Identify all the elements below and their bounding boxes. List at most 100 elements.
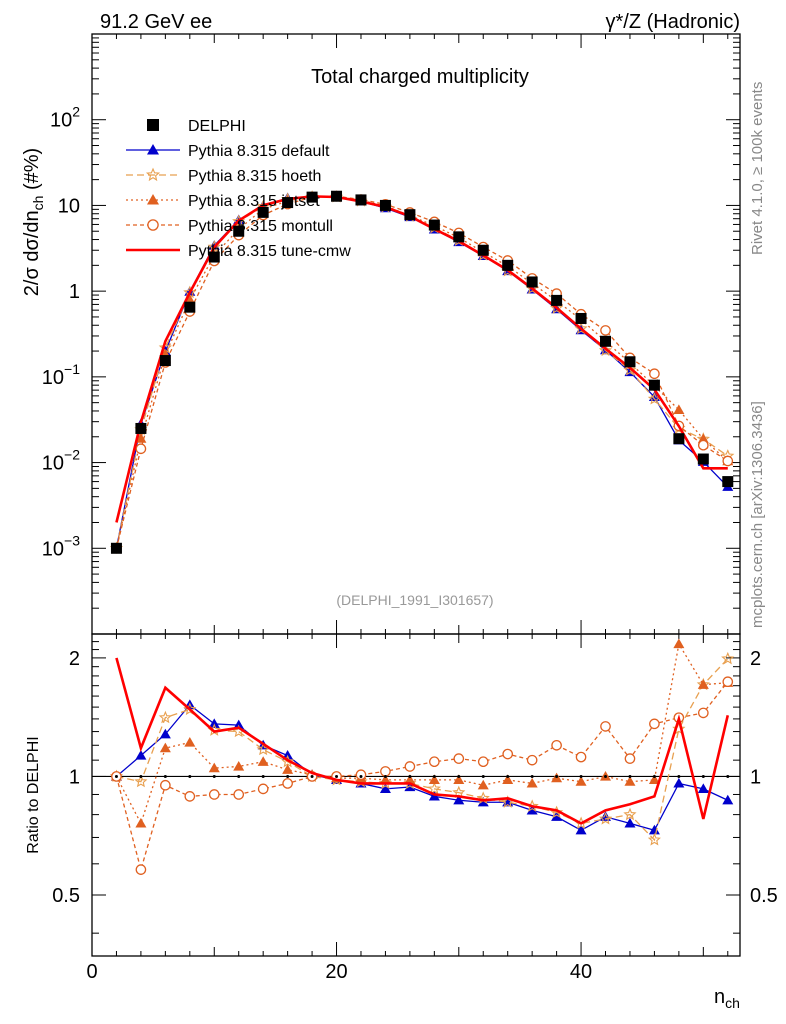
series-point-ratio bbox=[282, 764, 294, 774]
series-point-ratio bbox=[575, 776, 587, 786]
series-point-ratio bbox=[673, 777, 685, 788]
series-point-ratio bbox=[649, 718, 660, 730]
data-point bbox=[575, 312, 587, 324]
series-point-main bbox=[550, 301, 564, 314]
data-ratio-point bbox=[701, 774, 705, 778]
series-point-ratio bbox=[697, 679, 709, 689]
data-point bbox=[428, 219, 440, 231]
series-point-main bbox=[598, 343, 613, 357]
legend-marker bbox=[145, 167, 161, 182]
data-point bbox=[306, 191, 318, 203]
series-point-main bbox=[623, 363, 637, 376]
data-ratio-point bbox=[139, 774, 143, 778]
data-point bbox=[477, 244, 489, 256]
ratio-panel-frame bbox=[91, 633, 741, 957]
series-point-ratio bbox=[551, 739, 562, 751]
data-ratio-point bbox=[677, 774, 681, 778]
y-tick-label-base: 10 bbox=[42, 538, 64, 560]
series-point-ratio bbox=[379, 774, 391, 785]
y-tick-label-base: 10 bbox=[58, 195, 80, 217]
series-point-main bbox=[135, 433, 147, 443]
y-tick-label-exp: −1 bbox=[64, 361, 80, 377]
ratio-axis-label: Ratio to DELPHI bbox=[25, 736, 42, 853]
data-point bbox=[648, 379, 660, 391]
series-point-ratio bbox=[453, 774, 465, 785]
data-ratio-point bbox=[335, 774, 339, 778]
legend-label: Pythia 8.315 jetset bbox=[188, 193, 320, 210]
y-tick-label: 1 bbox=[69, 281, 80, 303]
series-point-ratio bbox=[160, 779, 171, 791]
series-point-ratio bbox=[208, 718, 220, 728]
series-point-ratio bbox=[722, 794, 734, 805]
data-ratio-point bbox=[628, 774, 632, 778]
rivet-label: Rivet 4.1.0, ≥ 100k events bbox=[749, 82, 766, 255]
series-line-ratio bbox=[115, 657, 730, 825]
ratio-tick-label: 0.5 bbox=[52, 885, 80, 907]
series-point-ratio bbox=[672, 722, 686, 735]
data-point bbox=[379, 199, 391, 211]
series-point-ratio bbox=[624, 753, 636, 764]
y-axis-label-sub: ch bbox=[30, 196, 46, 211]
data-ratio-point bbox=[506, 774, 510, 778]
ratio-tick-label: 2 bbox=[69, 648, 80, 670]
x-tick-label: 20 bbox=[325, 961, 347, 983]
series-point-ratio bbox=[355, 769, 367, 781]
series-point-main bbox=[697, 439, 709, 451]
ratio-tick-label-right: 1 bbox=[750, 766, 761, 788]
y-tick-label: 102 bbox=[50, 104, 80, 132]
series-point-ratio bbox=[184, 736, 196, 747]
series-point-ratio bbox=[624, 776, 636, 786]
series-point-main bbox=[184, 294, 196, 304]
data-ratio-point bbox=[579, 774, 583, 778]
series-point-ratio bbox=[526, 777, 538, 788]
data-point bbox=[502, 259, 514, 271]
series-point-main bbox=[600, 325, 611, 336]
series-point-ratio bbox=[404, 761, 416, 772]
series-4 bbox=[115, 195, 730, 825]
data-ratio-point bbox=[555, 774, 559, 778]
legend-marker bbox=[147, 119, 159, 131]
y-tick-label-exp: 2 bbox=[72, 104, 80, 120]
data-ratio-point bbox=[604, 774, 608, 778]
series-point-ratio bbox=[502, 774, 514, 785]
series-point-ratio bbox=[233, 760, 245, 771]
series-point-ratio bbox=[158, 710, 172, 724]
series-point-ratio bbox=[404, 774, 416, 785]
data-ratio-point bbox=[457, 774, 461, 778]
series-line-ratio bbox=[115, 642, 728, 826]
legend-label: DELPHI bbox=[188, 118, 246, 135]
data-point bbox=[159, 355, 171, 367]
y-axis-label-main: 2/σ dσ/dn bbox=[21, 210, 43, 296]
data-point bbox=[600, 335, 612, 347]
series-2 bbox=[110, 191, 734, 828]
data-series bbox=[110, 190, 734, 778]
data-ratio-point bbox=[652, 774, 656, 778]
series-point-ratio bbox=[159, 728, 171, 739]
legend-label: Pythia 8.315 montull bbox=[188, 218, 333, 235]
data-point bbox=[624, 356, 636, 368]
data-ratio-point bbox=[359, 774, 363, 778]
y-tick-label: 10−2 bbox=[42, 447, 80, 475]
y-axis-label: 2/σ dσ/dnch (#%) bbox=[21, 148, 46, 296]
data-point bbox=[673, 433, 685, 445]
header-left: 91.2 GeV ee bbox=[100, 11, 212, 33]
data-point bbox=[282, 197, 294, 209]
series-point-ratio bbox=[502, 748, 514, 760]
data-point bbox=[551, 294, 563, 306]
data-point bbox=[110, 542, 122, 554]
series-point-main bbox=[135, 443, 147, 455]
y-tick-label-base: 10 bbox=[42, 453, 64, 475]
y-tick-label-base: 1 bbox=[69, 281, 80, 303]
data-ratio-point bbox=[408, 774, 412, 778]
y-tick-label-base: 10 bbox=[42, 367, 64, 389]
series-point-ratio bbox=[380, 766, 391, 777]
data-ratio-point bbox=[383, 774, 387, 778]
data-ratio-point bbox=[481, 774, 485, 778]
series-point-ratio bbox=[453, 753, 465, 764]
legend-entry: Pythia 8.315 jetset bbox=[126, 193, 320, 210]
series-point-ratio bbox=[428, 774, 440, 785]
series-point-ratio bbox=[257, 783, 269, 795]
data-point bbox=[722, 476, 734, 488]
series-point-ratio bbox=[379, 783, 391, 793]
